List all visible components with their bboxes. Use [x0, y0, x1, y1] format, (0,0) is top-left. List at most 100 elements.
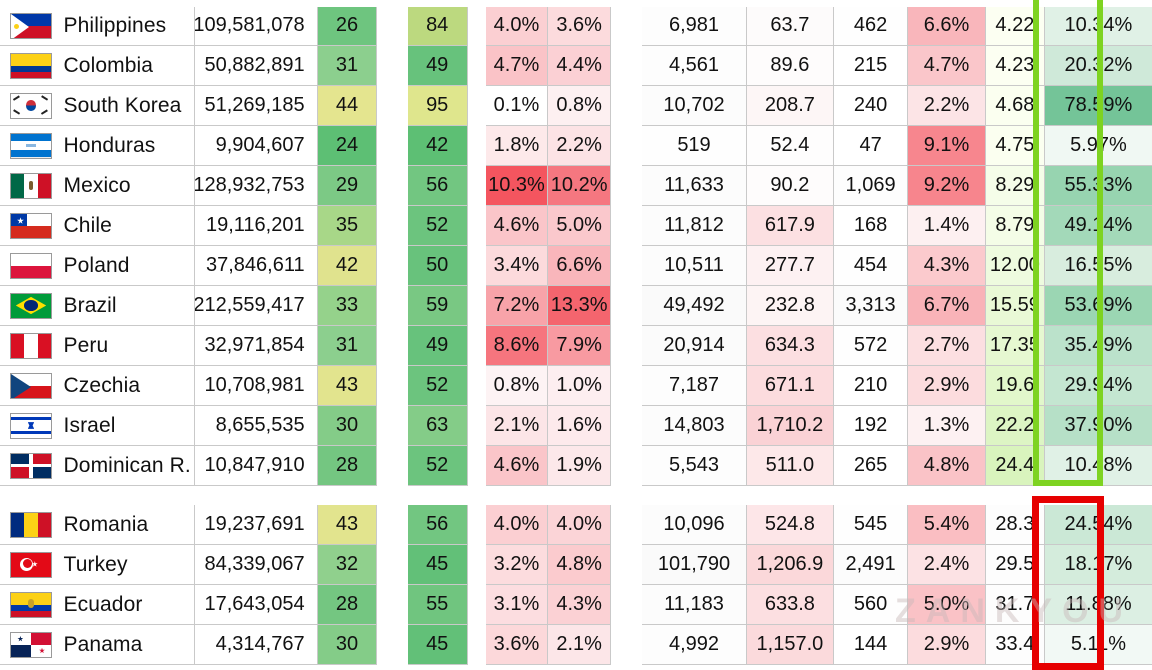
pct4-cell[interactable]: 16.55% — [1044, 246, 1152, 286]
score1-cell[interactable]: 28 — [317, 585, 378, 625]
score1-cell[interactable]: 44 — [317, 86, 378, 126]
deaths-cell[interactable]: 144 — [834, 625, 909, 665]
cases-cell[interactable]: 49,492 — [642, 286, 747, 326]
population-cell[interactable]: 17,643,054 — [194, 585, 318, 625]
pct2-cell[interactable]: 4.3% — [548, 585, 611, 625]
pct2-cell[interactable]: 6.6% — [548, 246, 611, 286]
country-name-cell[interactable]: Mexico — [55, 166, 195, 206]
population-cell[interactable]: 84,339,067 — [194, 545, 318, 585]
pct4-cell[interactable]: 78.59% — [1044, 86, 1152, 126]
population-cell[interactable]: 9,904,607 — [194, 126, 318, 166]
score1-cell[interactable]: 32 — [317, 545, 378, 585]
deaths-cell[interactable]: 454 — [834, 246, 909, 286]
table-row[interactable]: South Korea 51,269,185 44 95 0.1% 0.8% 10,702 2… — [0, 86, 1152, 126]
cases-cell[interactable]: 14,803 — [642, 406, 747, 446]
deaths-cell[interactable]: 192 — [834, 406, 909, 446]
population-cell[interactable]: 212,559,417 — [194, 286, 318, 326]
score1-cell[interactable]: 31 — [317, 326, 378, 366]
deaths-cell[interactable]: 3,313 — [834, 286, 909, 326]
deaths-cell[interactable]: 560 — [834, 585, 909, 625]
score2-cell[interactable]: 52 — [407, 206, 468, 246]
score1-cell[interactable]: 31 — [317, 46, 378, 86]
score1-cell[interactable]: 33 — [317, 286, 378, 326]
table-row[interactable]: Turkey 84,339,067 32 45 3.2% 4.8% 101,790 1,206… — [0, 545, 1152, 585]
cases-cell[interactable]: 11,633 — [642, 166, 747, 206]
days-value-cell[interactable]: 15.59 — [985, 286, 1045, 326]
country-name-cell[interactable]: Honduras — [55, 126, 195, 166]
cases-cell[interactable]: 4,561 — [642, 46, 747, 86]
score2-cell[interactable]: 84 — [407, 6, 468, 46]
cases-cell[interactable]: 11,812 — [642, 206, 747, 246]
pct2-cell[interactable]: 5.0% — [548, 206, 611, 246]
days-value-cell[interactable]: 28.3 — [985, 505, 1045, 545]
days-value-cell[interactable]: 33.4 — [985, 625, 1045, 665]
table-row[interactable]: Poland 37,846,611 42 50 3.4% 6.6% 10,511 277.7 4… — [0, 246, 1152, 286]
days-value-cell[interactable]: 12.00 — [985, 246, 1045, 286]
days-value-cell[interactable]: 8.79 — [985, 206, 1045, 246]
pct1-cell[interactable]: 8.6% — [485, 326, 549, 366]
pct2-cell[interactable]: 3.6% — [548, 6, 611, 46]
table-row[interactable]: Peru 32,971,854 31 49 8.6% 7.9% 20,914 634.3 572… — [0, 326, 1152, 366]
pct2-cell[interactable]: 1.9% — [548, 446, 611, 486]
density-cell[interactable]: 617.9 — [746, 206, 835, 246]
density-cell[interactable]: 90.2 — [746, 166, 835, 206]
score2-cell[interactable]: 52 — [407, 446, 468, 486]
days-value-cell[interactable]: 8.29 — [985, 166, 1045, 206]
deaths-cell[interactable]: 572 — [834, 326, 909, 366]
pct2-cell[interactable]: 13.3% — [548, 286, 611, 326]
density-cell[interactable]: 634.3 — [746, 326, 835, 366]
country-name-cell[interactable]: Colombia — [55, 46, 195, 86]
table-row[interactable]: Romania 19,237,691 43 56 4.0% 4.0% 10,096 524.8… — [0, 505, 1152, 545]
pct3-cell[interactable]: 4.3% — [908, 246, 986, 286]
cases-cell[interactable]: 519 — [642, 126, 747, 166]
pct1-cell[interactable]: 3.2% — [485, 545, 549, 585]
score2-cell[interactable]: 95 — [407, 86, 468, 126]
pct3-cell[interactable]: 5.4% — [908, 505, 986, 545]
pct3-cell[interactable]: 9.2% — [908, 166, 986, 206]
country-name-cell[interactable]: Israel — [55, 406, 195, 446]
days-value-cell[interactable]: 4.68 — [985, 86, 1045, 126]
cases-cell[interactable]: 10,702 — [642, 86, 747, 126]
density-cell[interactable]: 633.8 — [746, 585, 835, 625]
population-cell[interactable]: 19,116,201 — [194, 206, 318, 246]
days-value-cell[interactable]: 24.4 — [985, 446, 1045, 486]
pct4-cell[interactable]: 10.48% — [1044, 446, 1152, 486]
density-cell[interactable]: 1,206.9 — [746, 545, 835, 585]
score2-cell[interactable]: 59 — [407, 286, 468, 326]
pct3-cell[interactable]: 1.3% — [908, 406, 986, 446]
score1-cell[interactable]: 30 — [317, 406, 378, 446]
table-row[interactable]: Panama 4,314,767 30 45 3.6% 2.1% 4,992 1,157.0 1… — [0, 625, 1152, 665]
country-name-cell[interactable]: Czechia — [55, 366, 195, 406]
density-cell[interactable]: 524.8 — [746, 505, 835, 545]
pct2-cell[interactable]: 1.0% — [548, 366, 611, 406]
score1-cell[interactable]: 43 — [317, 505, 378, 545]
deaths-cell[interactable]: 462 — [834, 6, 909, 46]
deaths-cell[interactable]: 240 — [834, 86, 909, 126]
score2-cell[interactable]: 63 — [407, 406, 468, 446]
table-row[interactable]: Dominican R. 10,847,910 28 52 4.6% 1.9% 5,543 5… — [0, 446, 1152, 486]
score1-cell[interactable]: 24 — [317, 126, 378, 166]
density-cell[interactable]: 208.7 — [746, 86, 835, 126]
pct2-cell[interactable]: 1.6% — [548, 406, 611, 446]
score2-cell[interactable]: 56 — [407, 505, 468, 545]
pct4-cell[interactable]: 29.94% — [1044, 366, 1152, 406]
pct4-cell[interactable]: 5.11% — [1044, 625, 1152, 665]
pct1-cell[interactable]: 4.6% — [485, 446, 549, 486]
deaths-cell[interactable]: 210 — [834, 366, 909, 406]
table-row[interactable]: Ecuador 17,643,054 28 55 3.1% 4.3% 11,183 633.8… — [0, 585, 1152, 625]
population-cell[interactable]: 10,708,981 — [194, 366, 318, 406]
population-cell[interactable]: 37,846,611 — [194, 246, 318, 286]
pct1-cell[interactable]: 0.8% — [485, 366, 549, 406]
cases-cell[interactable]: 6,981 — [642, 6, 747, 46]
pct1-cell[interactable]: 3.6% — [485, 625, 549, 665]
score1-cell[interactable]: 35 — [317, 206, 378, 246]
days-value-cell[interactable]: 22.2 — [985, 406, 1045, 446]
country-name-cell[interactable]: Poland — [55, 246, 195, 286]
density-cell[interactable]: 89.6 — [746, 46, 835, 86]
deaths-cell[interactable]: 545 — [834, 505, 909, 545]
population-cell[interactable]: 4,314,767 — [194, 625, 318, 665]
pct3-cell[interactable]: 4.7% — [908, 46, 986, 86]
country-name-cell[interactable]: Ecuador — [55, 585, 195, 625]
score1-cell[interactable]: 42 — [317, 246, 378, 286]
pct3-cell[interactable]: 6.7% — [908, 286, 986, 326]
